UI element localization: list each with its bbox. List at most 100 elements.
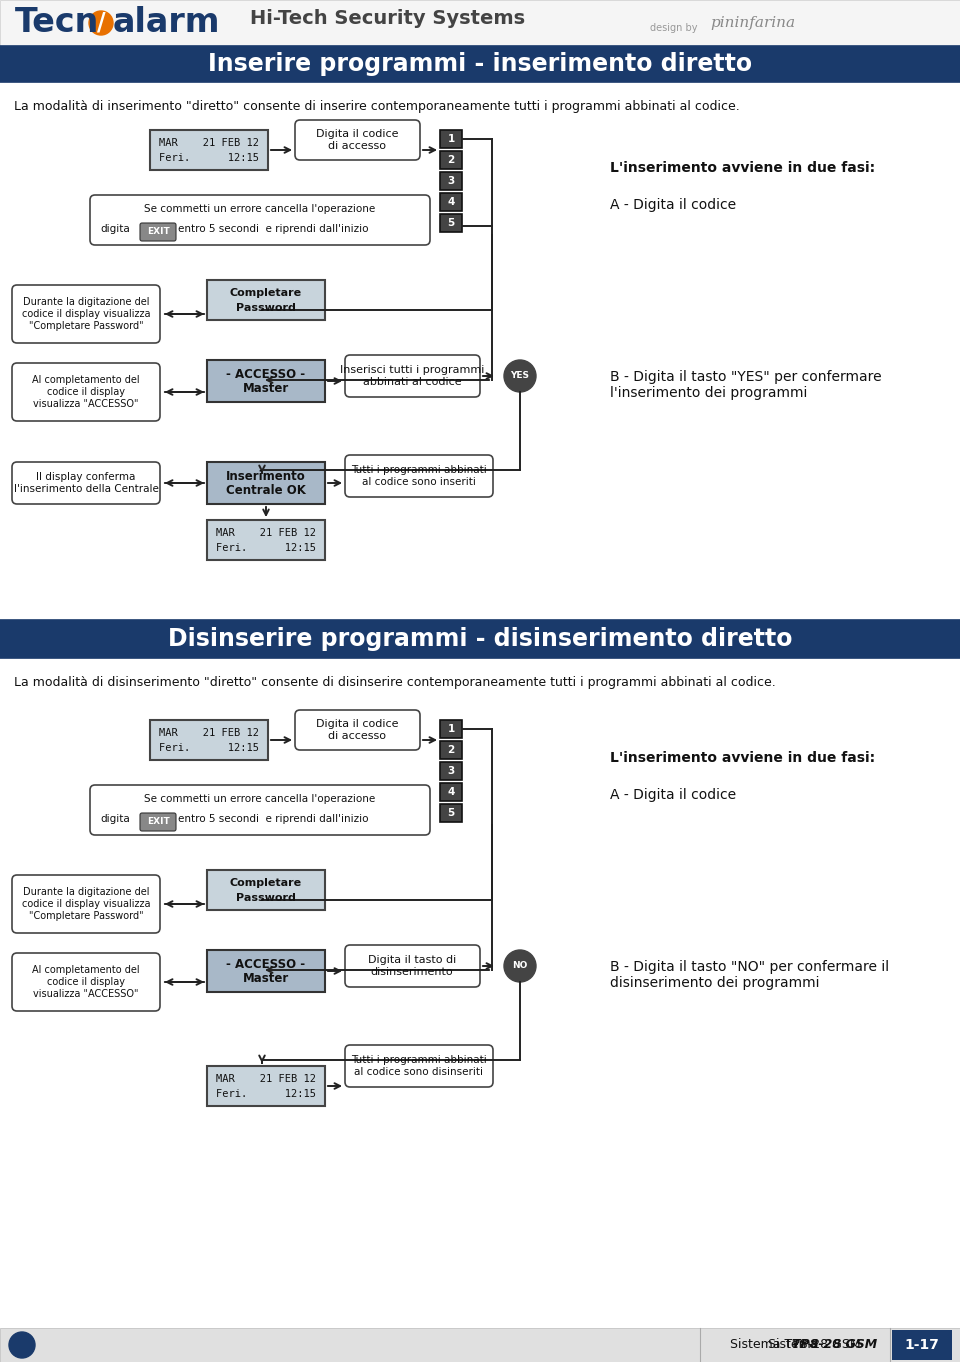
Bar — [150, 129, 268, 170]
Bar — [440, 129, 462, 148]
Text: Feri.      12:15: Feri. 12:15 — [159, 153, 259, 163]
Text: 4: 4 — [447, 787, 455, 797]
Text: Master: Master — [243, 972, 289, 986]
FancyBboxPatch shape — [345, 1045, 493, 1087]
FancyBboxPatch shape — [12, 462, 160, 504]
Bar — [207, 520, 325, 560]
FancyBboxPatch shape — [12, 285, 160, 343]
Text: 4: 4 — [447, 197, 455, 207]
Bar — [207, 870, 325, 910]
Text: 2: 2 — [447, 745, 455, 755]
FancyBboxPatch shape — [345, 355, 480, 396]
Text: digita: digita — [100, 814, 130, 824]
Text: Digita il codice
di accesso: Digita il codice di accesso — [316, 129, 398, 151]
Text: Master: Master — [243, 383, 289, 395]
Text: 1-17: 1-17 — [904, 1337, 940, 1352]
Text: L'inserimento avviene in due fasi:: L'inserimento avviene in due fasi: — [610, 750, 876, 765]
Text: Inserire programmi - inserimento diretto: Inserire programmi - inserimento diretto — [208, 52, 752, 76]
Text: NO: NO — [513, 962, 528, 971]
FancyBboxPatch shape — [295, 710, 420, 750]
Text: La modalità di inserimento "diretto" consente di inserire contemporaneamente tut: La modalità di inserimento "diretto" con… — [14, 99, 740, 113]
Bar — [440, 804, 462, 823]
FancyBboxPatch shape — [12, 953, 160, 1011]
Text: Sistema: Sistema — [768, 1339, 823, 1351]
Bar — [440, 214, 462, 232]
Bar — [892, 1331, 952, 1361]
Text: 2: 2 — [447, 155, 455, 165]
Text: 1: 1 — [447, 725, 455, 734]
Text: Digita il codice
di accesso: Digita il codice di accesso — [316, 719, 398, 741]
Bar — [440, 193, 462, 211]
Text: Durante la digitazione del
codice il display visualizza
"Completare Password": Durante la digitazione del codice il dis… — [22, 888, 151, 921]
Text: Durante la digitazione del
codice il display visualizza
"Completare Password": Durante la digitazione del codice il dis… — [22, 297, 151, 331]
Text: B - Digita il tasto "NO" per confermare il
disinserimento dei programmi: B - Digita il tasto "NO" per confermare … — [610, 960, 889, 990]
Text: L'inserimento avviene in due fasi:: L'inserimento avviene in due fasi: — [610, 161, 876, 174]
Bar — [440, 720, 462, 738]
FancyBboxPatch shape — [90, 785, 430, 835]
Bar — [150, 720, 268, 760]
Text: 3: 3 — [447, 765, 455, 776]
FancyBboxPatch shape — [90, 195, 430, 245]
Bar — [440, 783, 462, 801]
Text: Password: Password — [236, 302, 296, 313]
Text: YES: YES — [511, 372, 530, 380]
Text: Password: Password — [236, 893, 296, 903]
FancyBboxPatch shape — [345, 945, 480, 987]
Text: Completare: Completare — [230, 287, 302, 298]
Bar — [207, 462, 325, 504]
Circle shape — [89, 11, 113, 35]
Text: Tecn: Tecn — [15, 7, 100, 39]
Bar — [0, 0, 960, 46]
Circle shape — [9, 1332, 35, 1358]
Text: Centrale OK: Centrale OK — [226, 485, 306, 497]
Text: entro 5 secondi  e riprendi dall'inizio: entro 5 secondi e riprendi dall'inizio — [178, 223, 369, 234]
Bar — [440, 172, 462, 191]
Text: Se commetti un errore cancella l'operazione: Se commetti un errore cancella l'operazi… — [144, 204, 375, 214]
Text: TP8-28 GSM: TP8-28 GSM — [792, 1339, 877, 1351]
Text: Se commetti un errore cancella l'operazione: Se commetti un errore cancella l'operazi… — [144, 794, 375, 804]
Text: 1: 1 — [447, 133, 455, 144]
Bar — [207, 1066, 325, 1106]
Bar — [440, 761, 462, 780]
FancyBboxPatch shape — [140, 223, 176, 241]
Text: Inserimento: Inserimento — [227, 470, 306, 482]
Text: La modalità di disinserimento "diretto" consente di disinserire contemporaneamen: La modalità di disinserimento "diretto" … — [14, 676, 776, 689]
Text: Feri.      12:15: Feri. 12:15 — [216, 1090, 316, 1099]
Text: alarm: alarm — [113, 7, 221, 39]
Text: /: / — [97, 11, 106, 35]
Bar — [0, 1328, 960, 1362]
Text: EXIT: EXIT — [147, 227, 169, 237]
FancyBboxPatch shape — [295, 120, 420, 159]
Bar — [207, 281, 325, 320]
Text: A - Digita il codice: A - Digita il codice — [610, 197, 736, 212]
Text: A - Digita il codice: A - Digita il codice — [610, 789, 736, 802]
Bar — [207, 360, 325, 402]
Text: Hi-Tech Security Systems: Hi-Tech Security Systems — [250, 10, 525, 29]
Text: Sistema TP8-28 GSM: Sistema TP8-28 GSM — [730, 1339, 860, 1351]
Text: Inserisci tutti i programmi
abbinati al codice: Inserisci tutti i programmi abbinati al … — [340, 365, 484, 387]
FancyBboxPatch shape — [345, 455, 493, 497]
FancyBboxPatch shape — [12, 364, 160, 421]
Bar — [0, 620, 960, 658]
Text: EXIT: EXIT — [147, 817, 169, 827]
Text: B - Digita il tasto "YES" per confermare
l'inserimento dei programmi: B - Digita il tasto "YES" per confermare… — [610, 370, 881, 400]
FancyBboxPatch shape — [140, 813, 176, 831]
Text: Tutti i programmi abbinati
al codice sono inseriti: Tutti i programmi abbinati al codice son… — [351, 466, 487, 486]
Text: Disinserire programmi - disinserimento diretto: Disinserire programmi - disinserimento d… — [168, 627, 792, 651]
Text: 5: 5 — [447, 218, 455, 227]
Text: 5: 5 — [447, 808, 455, 819]
Bar — [207, 951, 325, 992]
Text: Completare: Completare — [230, 878, 302, 888]
Text: Al completamento del
codice il display
visualizza "ACCESSO": Al completamento del codice il display v… — [33, 966, 140, 998]
Text: Il display conferma
l'inserimento della Centrale: Il display conferma l'inserimento della … — [13, 473, 158, 494]
Circle shape — [504, 360, 536, 392]
Text: - ACCESSO -: - ACCESSO - — [227, 368, 305, 380]
FancyBboxPatch shape — [12, 874, 160, 933]
Text: MAR    21 FEB 12: MAR 21 FEB 12 — [216, 1075, 316, 1084]
Text: MAR    21 FEB 12: MAR 21 FEB 12 — [216, 528, 316, 538]
Text: entro 5 secondi  e riprendi dall'inizio: entro 5 secondi e riprendi dall'inizio — [178, 814, 369, 824]
Circle shape — [504, 951, 536, 982]
Text: Digita il tasto di
disinserimento: Digita il tasto di disinserimento — [368, 955, 456, 977]
Text: Feri.      12:15: Feri. 12:15 — [216, 543, 316, 553]
Text: Feri.      12:15: Feri. 12:15 — [159, 744, 259, 753]
